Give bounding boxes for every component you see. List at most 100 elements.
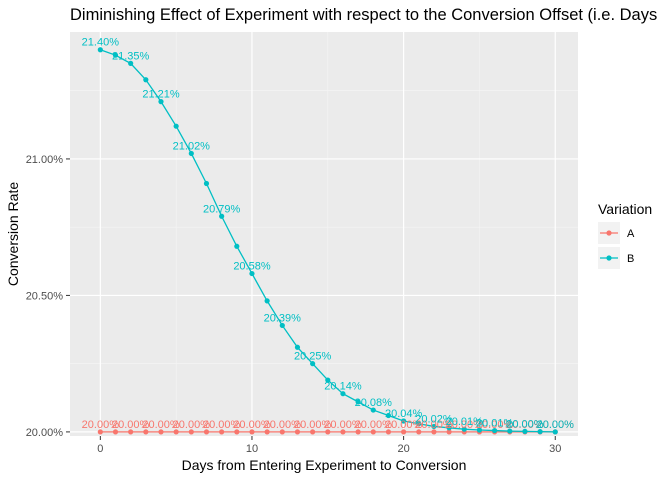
data-point-b [461, 426, 467, 432]
data-point-b [370, 407, 376, 413]
data-label-b: 20.04% [385, 408, 423, 420]
data-point-b [264, 298, 270, 304]
data-point-b [507, 428, 513, 434]
data-label-b: 20.79% [203, 203, 241, 215]
y-axis-title: Conversion Rate [5, 182, 21, 286]
y-tick-label: 21.00% [26, 154, 64, 166]
data-label-b: 20.01% [446, 416, 484, 428]
legend-key-point [606, 230, 612, 236]
data-point-a [370, 429, 376, 435]
y-tick-label: 20.00% [26, 427, 64, 439]
data-label-a: 20.00% [173, 419, 211, 431]
data-point-a [203, 429, 210, 435]
data-point-a [385, 429, 392, 435]
data-label-a: 20.00% [82, 419, 120, 431]
data-point-a [340, 429, 346, 435]
data-point-a [97, 429, 103, 435]
data-point-b [279, 322, 285, 329]
data-label-a: 20.00% [506, 419, 544, 431]
data-point-b [234, 243, 240, 249]
data-point-b [158, 99, 164, 105]
data-label-a: 20.00% [294, 419, 332, 431]
y-tick-label: 20.50% [26, 290, 64, 302]
y-axis: 20.00% 20.50% 21.00% [26, 154, 70, 439]
legend-label-b: B [627, 253, 634, 265]
x-tick-label: 30 [549, 443, 561, 455]
x-axis: 0 10 20 30 [97, 436, 561, 455]
data-label-a: 20.00% [324, 419, 362, 431]
data-point-b [112, 52, 119, 58]
data-point-b [203, 180, 210, 187]
data-point-a [128, 429, 134, 435]
data-label-a: 20.00% [112, 419, 150, 431]
data-point-a [234, 429, 240, 435]
data-point-b [310, 361, 316, 367]
legend-key-point [606, 255, 612, 261]
data-point-b [97, 47, 103, 53]
data-point-a [446, 429, 452, 435]
data-point-b [188, 150, 194, 157]
data-label-b: 20.00% [537, 419, 575, 431]
data-label-b: 20.01% [476, 418, 514, 430]
data-label-a: 20.00% [385, 419, 423, 431]
data-label-a: 20.00% [446, 419, 484, 431]
data-label-a: 20.00% [476, 419, 514, 431]
data-label-a: 20.00% [537, 419, 575, 431]
x-axis-title: Days from Entering Experiment to Convers… [182, 457, 467, 473]
data-point-b [385, 412, 392, 419]
series-layer [97, 47, 558, 435]
grid-minor [70, 32, 578, 436]
data-point-a [112, 429, 119, 435]
data-point-b [537, 429, 543, 435]
data-point-b [219, 213, 225, 219]
data-label-b: 20.58% [233, 261, 271, 273]
data-label-a: 20.00% [264, 419, 302, 431]
data-label-b: 20.08% [355, 397, 393, 409]
data-label-b: 20.14% [324, 381, 362, 393]
legend-label-a: A [627, 228, 635, 240]
data-point-a [219, 429, 225, 435]
data-point-a [310, 429, 316, 435]
data-point-a [188, 429, 194, 435]
data-point-a [173, 429, 179, 435]
data-point-b [522, 428, 528, 434]
data-label-b: 21.35% [112, 50, 150, 62]
data-point-a [264, 429, 270, 435]
data-label-a: 20.00% [415, 419, 453, 431]
data-point-b [446, 425, 452, 431]
data-point-b [552, 429, 558, 435]
plot-panel [70, 32, 578, 436]
data-point-b [249, 270, 255, 277]
data-point-a [249, 429, 255, 435]
data-label-b: 20.00% [506, 418, 544, 430]
data-point-a [325, 429, 331, 435]
data-point-b [476, 427, 483, 433]
data-point-b [143, 77, 149, 83]
data-point-b [401, 418, 407, 424]
data-label-b: 20.39% [264, 312, 302, 324]
data-point-a [401, 429, 407, 435]
data-label-b: 21.40% [82, 37, 120, 49]
legend: Variation A B [598, 201, 652, 269]
data-label-a: 20.00% [355, 419, 393, 431]
chart-title: Diminishing Effect of Experiment with re… [70, 6, 657, 24]
x-tick-label: 20 [397, 443, 409, 455]
data-label-b: 20.02% [415, 413, 453, 425]
data-label-a: 20.00% [142, 419, 180, 431]
data-point-b [173, 123, 179, 129]
x-tick-label: 10 [246, 443, 258, 455]
data-point-b [325, 377, 331, 383]
legend-title: Variation [598, 201, 652, 217]
data-label-a: 20.00% [203, 419, 241, 431]
data-point-b [431, 423, 437, 430]
data-point-b [416, 421, 422, 427]
data-point-a [294, 429, 301, 435]
data-point-b [340, 391, 346, 397]
data-label-b: 20.25% [294, 351, 332, 363]
data-label-layer: 20.00%20.00%20.00%20.00%20.00%20.00%20.0… [82, 37, 574, 431]
data-point-b [491, 427, 498, 434]
data-label-b: 21.21% [142, 89, 180, 101]
data-point-a [279, 429, 285, 435]
data-point-b [355, 399, 361, 405]
